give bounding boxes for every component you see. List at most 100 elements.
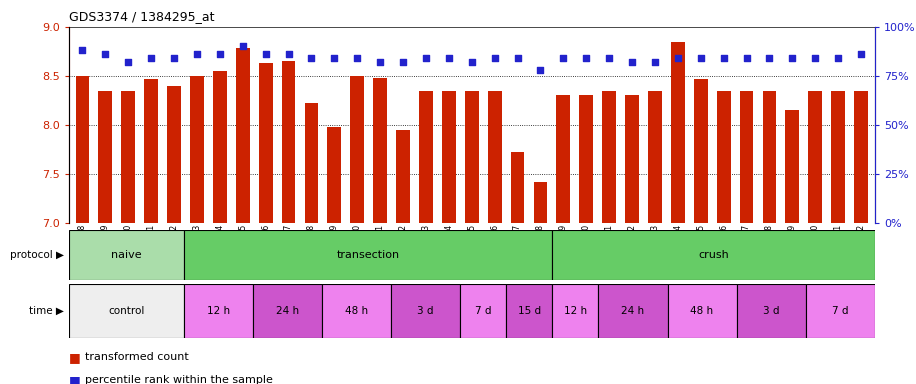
Text: percentile rank within the sample: percentile rank within the sample [85,375,273,384]
Text: transformed count: transformed count [85,352,189,362]
Bar [556,95,570,223]
Bar [625,95,638,223]
Bar [808,91,822,223]
Point [510,55,525,61]
Point [487,55,502,61]
Bar [396,130,409,223]
Bar [191,76,203,223]
Text: 24 h: 24 h [276,306,299,316]
Bar [99,91,112,223]
Bar [167,86,180,223]
Point [121,59,136,65]
Text: crush: crush [698,250,729,260]
Point [739,55,754,61]
Point [579,55,594,61]
Text: 7 d: 7 d [475,306,492,316]
Bar [716,91,730,223]
Bar [736,284,806,338]
Bar [442,91,455,223]
Bar [281,61,295,223]
Point [213,51,227,57]
Text: transection: transection [336,250,399,260]
Bar [184,284,253,338]
Point [648,59,662,65]
Bar [507,284,552,338]
Point [258,51,273,57]
Point [762,55,777,61]
Bar [806,284,875,338]
Bar [762,91,776,223]
Text: protocol ▶: protocol ▶ [10,250,64,260]
Bar [832,91,845,223]
Point [235,43,250,50]
Bar [235,48,249,223]
Bar [304,103,318,223]
Point [671,55,685,61]
Point [602,55,616,61]
Bar [213,71,226,223]
Bar [350,76,364,223]
Point [190,51,204,57]
Point [98,51,113,57]
Point [304,55,319,61]
Bar [671,41,684,223]
Point [808,55,823,61]
Point [373,59,387,65]
Point [442,55,456,61]
Point [75,47,90,53]
Bar [460,284,507,338]
Bar [327,127,341,223]
Bar [75,76,89,223]
Bar [69,230,184,280]
Point [693,55,708,61]
Bar [552,284,598,338]
Bar [854,91,867,223]
Text: ■: ■ [69,374,81,384]
Bar [464,91,478,223]
Bar [668,284,736,338]
Point [831,55,845,61]
Bar [603,91,616,223]
Text: 12 h: 12 h [207,306,230,316]
Text: 48 h: 48 h [345,306,368,316]
Point [350,55,365,61]
Text: 48 h: 48 h [691,306,714,316]
Bar [785,110,799,223]
Text: 7 d: 7 d [832,306,848,316]
Point [625,59,639,65]
Bar [419,91,432,223]
Point [785,55,800,61]
Bar [184,230,552,280]
Bar [391,284,460,338]
Bar [253,284,322,338]
Point [396,59,410,65]
Text: 15 d: 15 d [518,306,540,316]
Text: 3 d: 3 d [418,306,434,316]
Bar [739,91,753,223]
Point [854,51,868,57]
Text: time ▶: time ▶ [29,306,64,316]
Bar [648,91,661,223]
Text: naive: naive [111,250,142,260]
Text: 24 h: 24 h [621,306,645,316]
Text: GDS3374 / 1384295_at: GDS3374 / 1384295_at [69,10,214,23]
Point [556,55,571,61]
Bar [510,152,524,223]
Point [419,55,433,61]
Bar [552,230,875,280]
Bar [121,91,135,223]
Bar [69,284,184,338]
Text: 12 h: 12 h [564,306,587,316]
Point [327,55,342,61]
Bar [693,79,707,223]
Point [144,55,158,61]
Bar [144,79,158,223]
Point [464,59,479,65]
Text: ■: ■ [69,351,81,364]
Bar [598,284,668,338]
Text: 3 d: 3 d [763,306,780,316]
Point [167,55,181,61]
Bar [322,284,391,338]
Point [716,55,731,61]
Bar [373,78,387,223]
